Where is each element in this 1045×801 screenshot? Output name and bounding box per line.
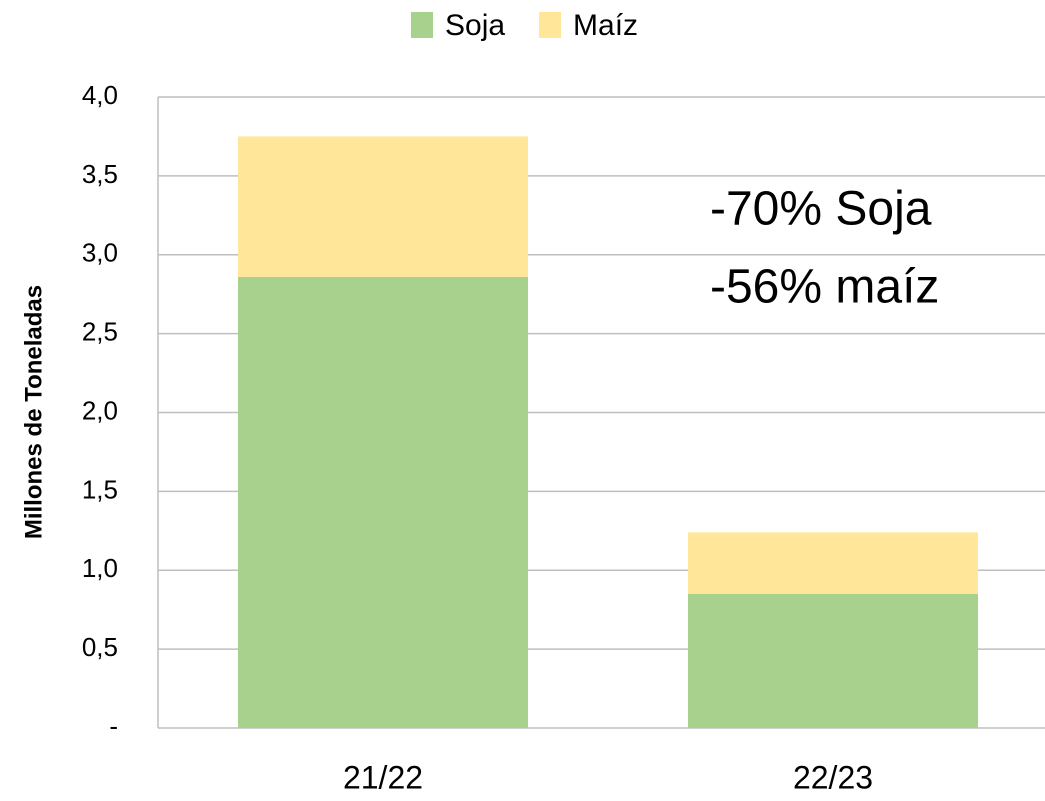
y-tick-label: 4,0 (82, 80, 118, 110)
y-tick-label: 1,0 (82, 553, 118, 583)
bar-segment (688, 532, 978, 594)
y-tick-label: 3,5 (82, 159, 118, 189)
legend-swatch (411, 12, 433, 38)
bar-segment (238, 136, 528, 277)
y-tick-label: 1,5 (82, 474, 118, 504)
y-tick-label: 2,0 (82, 395, 118, 425)
x-tick-label: 22/23 (793, 759, 873, 795)
legend-label: Maíz (573, 9, 638, 42)
annotation: -56% maíz (710, 261, 939, 314)
y-tick-label: 2,5 (82, 317, 118, 347)
annotation: -70% Soja (710, 183, 932, 236)
legend-label: Soja (445, 9, 505, 42)
legend-swatch (539, 12, 562, 38)
y-axis-label: Millones de Toneladas (20, 285, 47, 539)
bar-segment (688, 593, 978, 728)
y-tick-label: - (109, 711, 118, 741)
bar-segment (238, 276, 528, 728)
y-tick-label: 3,0 (82, 238, 118, 268)
y-tick-label: 0,5 (82, 632, 118, 662)
x-tick-label: 21/22 (343, 759, 423, 795)
